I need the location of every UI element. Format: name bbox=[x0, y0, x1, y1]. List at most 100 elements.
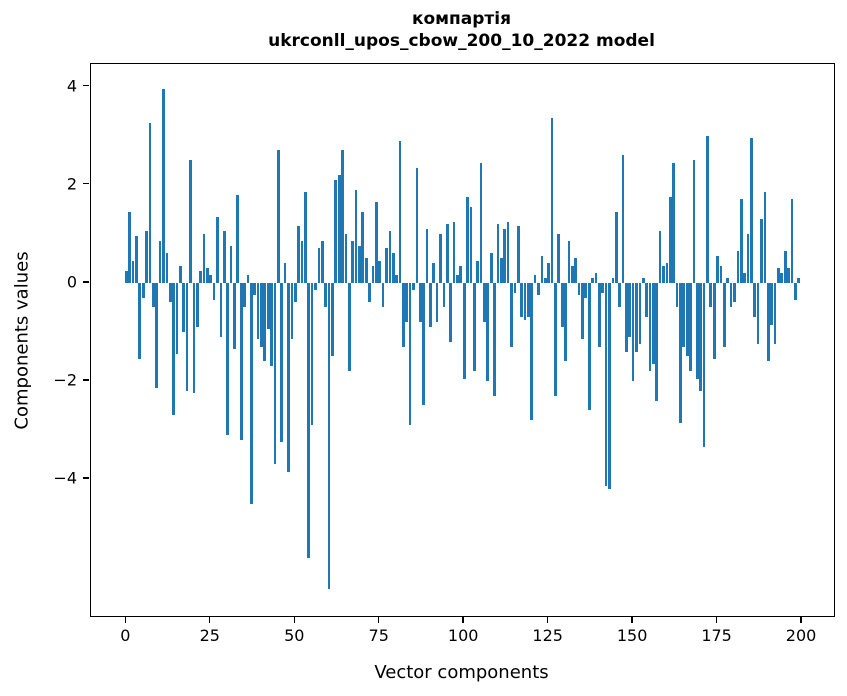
bar-component-108 bbox=[489, 253, 493, 283]
x-tick-mark-75 bbox=[378, 616, 380, 623]
bar-component-125 bbox=[547, 263, 550, 283]
bar-component-167 bbox=[689, 282, 692, 372]
bar-component-178 bbox=[726, 277, 730, 283]
bar-component-9 bbox=[155, 282, 159, 389]
bar-component-123 bbox=[540, 255, 544, 283]
bar-component-144 bbox=[611, 277, 615, 283]
bar-component-179 bbox=[729, 282, 733, 308]
bar-component-135 bbox=[581, 282, 584, 340]
bar-component-182 bbox=[739, 199, 743, 283]
bar-component-95 bbox=[445, 223, 449, 283]
bar-component-154 bbox=[645, 282, 648, 318]
bar-component-85 bbox=[412, 282, 415, 291]
bar-component-58 bbox=[320, 241, 324, 283]
bar-component-110 bbox=[496, 223, 500, 283]
bar-component-77 bbox=[385, 248, 388, 283]
bar-component-70 bbox=[361, 211, 365, 283]
bar-component-126 bbox=[550, 118, 554, 283]
bar-component-116 bbox=[516, 226, 520, 283]
bar-component-89 bbox=[425, 228, 429, 283]
bar-component-46 bbox=[280, 282, 284, 443]
bar-component-47 bbox=[283, 263, 287, 283]
bar-component-62 bbox=[334, 179, 338, 283]
bar-component-160 bbox=[665, 263, 669, 283]
x-tick-mark-25 bbox=[209, 616, 211, 623]
bar-component-91 bbox=[432, 263, 436, 283]
bar-component-136 bbox=[584, 282, 588, 298]
bar-component-118 bbox=[523, 282, 527, 320]
bar-component-194 bbox=[780, 273, 784, 283]
bar-component-188 bbox=[760, 219, 763, 283]
bar-component-59 bbox=[324, 282, 327, 308]
bar-component-172 bbox=[706, 135, 709, 283]
x-tick-label-0: 0 bbox=[120, 626, 131, 645]
bar-component-31 bbox=[229, 246, 233, 283]
bar-component-14 bbox=[172, 282, 175, 416]
bar-component-137 bbox=[587, 282, 591, 411]
bar-component-187 bbox=[756, 282, 760, 345]
bar-component-7 bbox=[148, 123, 152, 283]
bar-component-99 bbox=[459, 265, 463, 283]
bar-component-33 bbox=[236, 194, 240, 283]
bar-component-17 bbox=[182, 282, 186, 332]
bar-component-98 bbox=[456, 275, 459, 283]
bar-component-30 bbox=[226, 282, 229, 435]
bar-component-120 bbox=[530, 282, 534, 421]
bar-component-139 bbox=[594, 273, 598, 283]
bar-component-130 bbox=[564, 282, 567, 362]
bar-component-107 bbox=[486, 282, 490, 381]
bar-component-35 bbox=[243, 282, 246, 308]
bar-component-113 bbox=[506, 221, 510, 283]
bar-component-11 bbox=[162, 89, 165, 283]
bar-component-192 bbox=[773, 282, 777, 345]
bar-component-181 bbox=[736, 250, 740, 283]
bar-component-185 bbox=[750, 138, 753, 283]
bar-component-90 bbox=[429, 282, 432, 327]
bar-component-190 bbox=[766, 282, 770, 362]
bar-component-18 bbox=[185, 282, 189, 391]
bar-component-152 bbox=[638, 282, 642, 345]
bar-component-97 bbox=[452, 221, 456, 283]
bar-component-15 bbox=[175, 282, 179, 354]
bar-component-166 bbox=[685, 282, 689, 357]
bar-component-114 bbox=[510, 282, 513, 347]
bar-component-163 bbox=[675, 282, 679, 308]
bar-component-195 bbox=[783, 250, 787, 283]
bar-component-45 bbox=[277, 150, 280, 283]
bar-component-38 bbox=[253, 282, 257, 296]
bar-component-186 bbox=[753, 282, 757, 318]
x-tick-label-50: 50 bbox=[284, 626, 305, 645]
bar-component-43 bbox=[270, 282, 273, 367]
x-tick-label-75: 75 bbox=[368, 626, 389, 645]
bar-component-67 bbox=[351, 241, 355, 283]
bar-component-148 bbox=[625, 282, 628, 352]
x-tick-mark-100 bbox=[462, 616, 464, 623]
bar-component-88 bbox=[422, 282, 425, 406]
bar-component-180 bbox=[733, 282, 736, 303]
bar-component-117 bbox=[520, 282, 523, 318]
bar-component-93 bbox=[439, 233, 442, 283]
bar-component-54 bbox=[307, 282, 311, 558]
bar-component-49 bbox=[290, 282, 294, 340]
x-tick-mark-175 bbox=[715, 616, 718, 623]
y-tick-label-2: 2 bbox=[66, 174, 77, 194]
y-axis-label: Components values bbox=[11, 251, 33, 430]
bar-component-12 bbox=[165, 253, 169, 283]
x-tick-label-175: 175 bbox=[701, 626, 732, 645]
x-tick-label-25: 25 bbox=[199, 626, 220, 645]
bar-component-199 bbox=[797, 277, 801, 283]
plot-area bbox=[90, 63, 835, 617]
bar-component-68 bbox=[354, 189, 358, 283]
x-tick-mark-200 bbox=[800, 616, 802, 623]
bar-component-170 bbox=[699, 282, 703, 391]
bar-component-94 bbox=[442, 282, 446, 308]
bar-component-51 bbox=[297, 226, 300, 283]
bar-component-53 bbox=[304, 192, 307, 283]
bar-component-34 bbox=[239, 282, 243, 440]
bar-component-36 bbox=[246, 275, 250, 283]
y-tick-mark-4 bbox=[83, 84, 89, 87]
bar-component-21 bbox=[195, 282, 199, 327]
bar-component-75 bbox=[378, 260, 382, 283]
bar-component-82 bbox=[402, 282, 405, 347]
